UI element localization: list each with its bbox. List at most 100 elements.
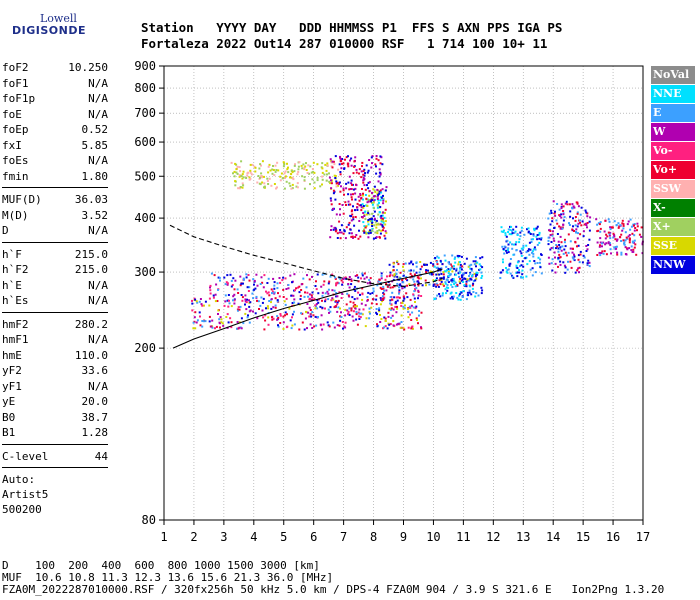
echo-point xyxy=(261,281,264,284)
echo-point xyxy=(201,304,204,307)
echo-point xyxy=(328,176,331,179)
echo-point xyxy=(446,278,449,281)
echo-point xyxy=(586,262,589,265)
echo-point xyxy=(219,279,221,282)
echo-point xyxy=(311,275,313,278)
echo-point xyxy=(388,283,391,286)
x-tick-label: 16 xyxy=(606,530,620,544)
echo-point xyxy=(254,287,257,290)
echo-point xyxy=(379,232,382,235)
echo-point xyxy=(417,277,420,280)
echo-point xyxy=(384,189,387,192)
echo-point xyxy=(239,284,242,287)
echo-point xyxy=(389,323,392,325)
echo-point xyxy=(349,188,352,190)
echo-point xyxy=(539,261,541,264)
echo-point xyxy=(309,297,311,300)
echo-point xyxy=(270,288,273,291)
echo-point xyxy=(584,222,587,225)
echo-point xyxy=(311,296,313,299)
echo-point xyxy=(437,256,440,259)
echo-point xyxy=(413,280,416,283)
echo-point xyxy=(459,298,462,301)
echo-point xyxy=(403,297,406,300)
param-name: fxI xyxy=(2,138,22,152)
echo-point xyxy=(352,216,355,219)
echo-point xyxy=(378,278,381,281)
echo-point xyxy=(562,205,565,208)
echo-point xyxy=(552,230,554,233)
echo-point xyxy=(512,276,515,279)
echo-point xyxy=(507,231,510,233)
echo-point xyxy=(435,285,438,288)
echo-point xyxy=(351,209,354,212)
echo-point xyxy=(527,248,530,251)
echo-point xyxy=(372,290,375,293)
echo-point xyxy=(471,273,474,276)
echo-point xyxy=(332,298,335,301)
echo-point xyxy=(352,301,355,304)
echo-point xyxy=(225,316,228,318)
param-row: h`F2 215.0 xyxy=(2,262,108,278)
echo-point xyxy=(358,315,361,318)
echo-point xyxy=(458,294,461,297)
echo-point xyxy=(352,205,354,208)
legend-item: Vo+ xyxy=(651,161,695,179)
echo-point xyxy=(366,282,369,285)
echo-point xyxy=(529,248,532,251)
echo-point xyxy=(291,316,293,319)
echo-point xyxy=(609,243,612,246)
echo-point xyxy=(241,177,244,180)
echo-point xyxy=(531,251,533,254)
echo-point xyxy=(347,223,350,226)
echo-point xyxy=(339,319,342,322)
echo-point xyxy=(198,311,201,314)
echo-point xyxy=(457,256,460,259)
param-row: yF1 N/A xyxy=(2,379,108,395)
echo-point xyxy=(461,296,464,298)
echo-point xyxy=(446,279,449,282)
echo-point xyxy=(248,299,250,302)
echo-point xyxy=(364,226,367,229)
echo-point xyxy=(450,267,453,270)
echo-point xyxy=(416,280,419,283)
echo-point xyxy=(451,280,454,283)
echo-point xyxy=(586,263,589,266)
echo-point xyxy=(452,278,455,281)
echo-point xyxy=(235,168,238,171)
echo-point xyxy=(628,247,631,250)
echo-point xyxy=(364,218,367,220)
echo-point xyxy=(470,267,473,270)
param-value: N/A xyxy=(88,379,108,393)
echo-point xyxy=(380,288,383,290)
echo-point xyxy=(420,295,423,297)
echo-point xyxy=(509,272,512,275)
echo-point xyxy=(297,302,300,305)
param-value: 3.52 xyxy=(81,208,109,222)
echo-point xyxy=(334,155,337,158)
echo-point xyxy=(263,185,266,188)
echo-point xyxy=(226,326,229,329)
echo-point xyxy=(353,224,356,227)
echo-point xyxy=(633,229,636,232)
echo-point xyxy=(412,293,415,296)
echo-point xyxy=(417,290,420,293)
echo-point xyxy=(339,173,342,176)
echo-point xyxy=(559,256,562,259)
echo-point xyxy=(630,245,633,248)
echo-point xyxy=(353,298,356,301)
echo-point xyxy=(326,173,328,176)
param-row: foEp 0.52 xyxy=(2,122,108,138)
echo-point xyxy=(376,195,379,198)
echo-point xyxy=(588,238,591,241)
echo-point xyxy=(363,225,366,228)
echo-point xyxy=(191,309,194,312)
echo-point xyxy=(336,237,339,239)
echo-point xyxy=(294,289,296,292)
echo-point xyxy=(201,325,204,328)
echo-point xyxy=(281,279,284,282)
echo-point xyxy=(260,276,263,279)
echo-point xyxy=(515,249,518,252)
echo-point xyxy=(360,197,363,200)
echo-point xyxy=(551,233,554,236)
